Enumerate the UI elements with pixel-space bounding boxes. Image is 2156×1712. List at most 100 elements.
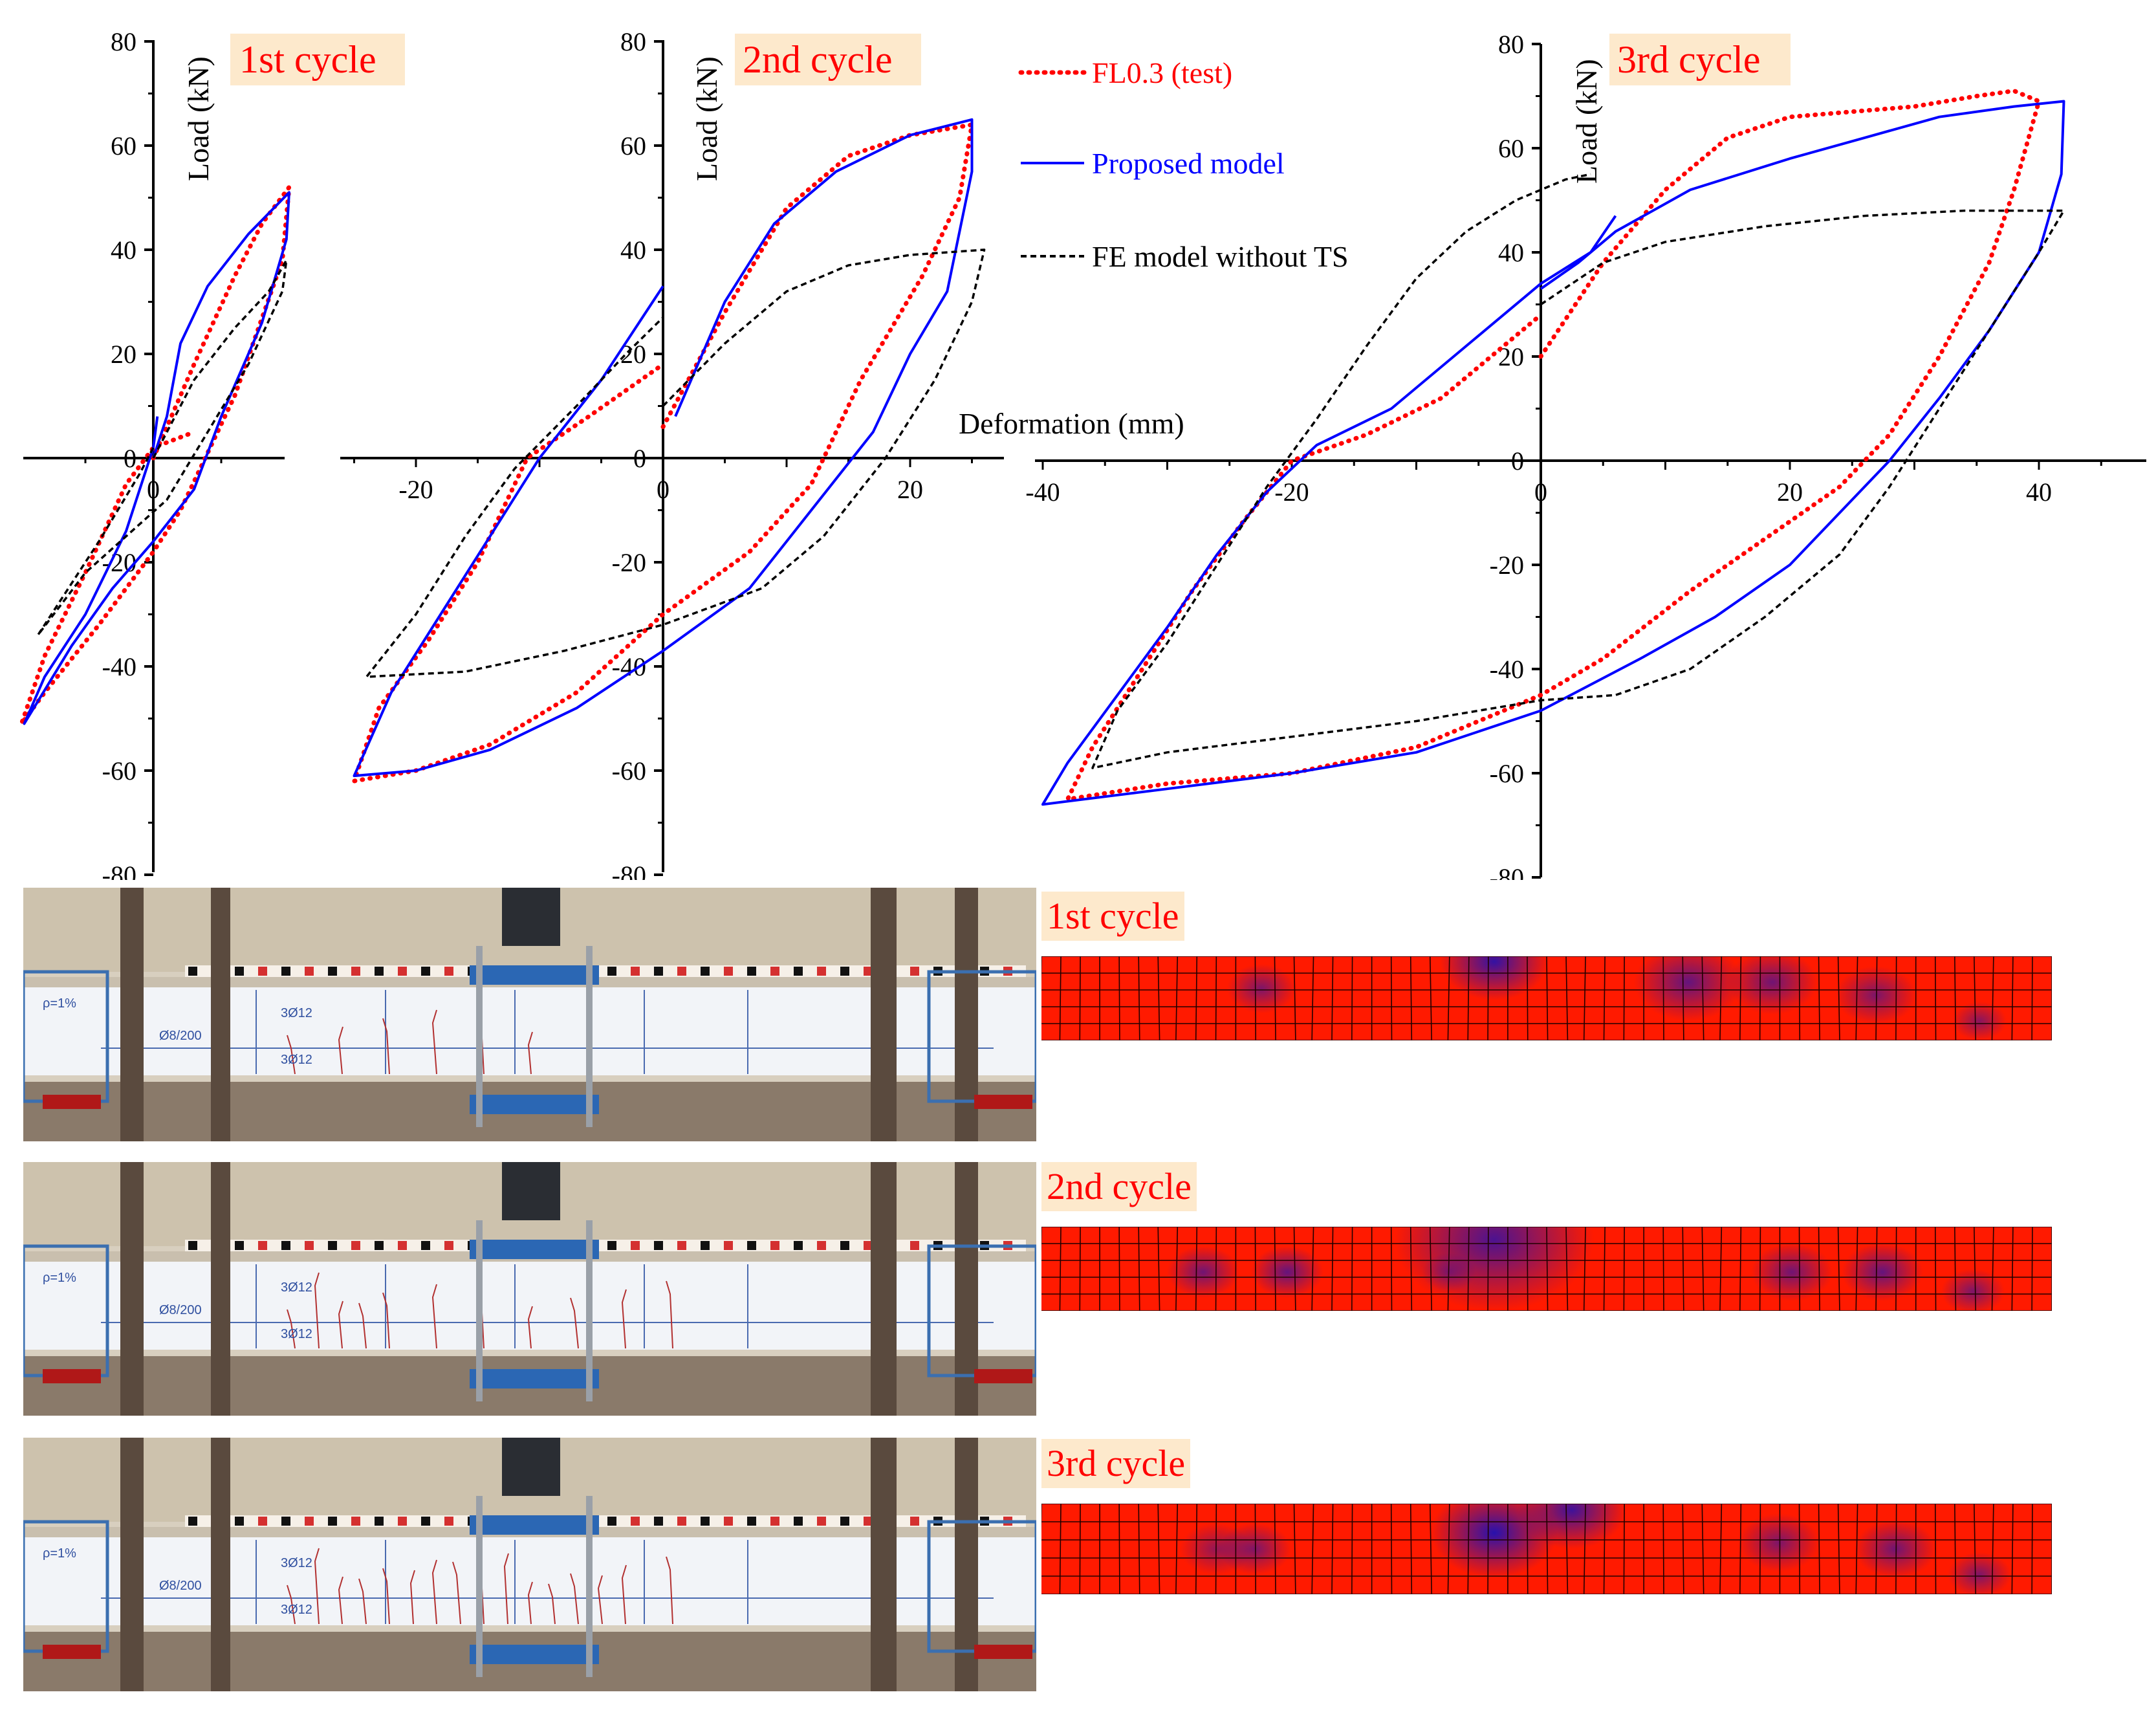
mesh-line bbox=[1934, 1227, 1937, 1311]
y-tick-label: 80 bbox=[111, 27, 136, 56]
mesh-line bbox=[1157, 1227, 1160, 1311]
crack bbox=[452, 1561, 461, 1625]
mesh-line bbox=[1175, 1227, 1179, 1311]
tape-mark bbox=[747, 1241, 756, 1250]
stress-zone bbox=[1226, 964, 1296, 1013]
mesh-line bbox=[2011, 1504, 2014, 1594]
crack bbox=[548, 1583, 556, 1625]
y-tick-label: 40 bbox=[111, 236, 136, 265]
fe-panel-title: 3rd cycle bbox=[1041, 1439, 1191, 1488]
x-tick-label: 20 bbox=[1777, 477, 1803, 507]
y-tick-label: 20 bbox=[111, 340, 136, 369]
mesh-line bbox=[1215, 1227, 1217, 1311]
tape-mark bbox=[864, 1241, 873, 1250]
mesh-line bbox=[1837, 956, 1840, 1040]
mesh-line bbox=[1701, 1504, 1704, 1594]
crack bbox=[666, 1280, 673, 1349]
mesh-line bbox=[1875, 1227, 1878, 1311]
series-line-fe bbox=[1091, 173, 2065, 769]
test-photo-1st-cycle: ρ=1% Ø8/200 3Ø12 3Ø12 bbox=[23, 888, 1036, 1141]
mesh-line bbox=[1293, 956, 1296, 1040]
tape-mark bbox=[631, 1517, 640, 1526]
mesh-line bbox=[1818, 1227, 1820, 1311]
mesh-line bbox=[1118, 1227, 1120, 1311]
tape-mark bbox=[305, 1241, 314, 1250]
mesh-line bbox=[1682, 1504, 1684, 1594]
mesh-line bbox=[1429, 1504, 1432, 1594]
chart-title: 1st cycle bbox=[239, 38, 376, 81]
mesh-line bbox=[1215, 956, 1217, 1040]
mesh-line bbox=[1527, 956, 1529, 1040]
tape-mark bbox=[817, 967, 826, 976]
load-plate-top bbox=[470, 1240, 599, 1259]
tape-mark bbox=[770, 967, 779, 976]
tape-mark bbox=[817, 1517, 826, 1526]
tape-mark bbox=[351, 1241, 360, 1250]
red-clamp bbox=[974, 1645, 1032, 1659]
y-tick-label: 80 bbox=[620, 27, 646, 56]
y-tick-label: -80 bbox=[612, 861, 646, 880]
mesh-line bbox=[1719, 1504, 1723, 1594]
y-tick-label: 60 bbox=[1498, 134, 1524, 163]
stress-zone bbox=[1251, 1246, 1323, 1298]
tape-mark bbox=[817, 1241, 826, 1250]
mesh-line bbox=[1390, 1227, 1393, 1311]
mesh-line bbox=[1818, 1504, 1820, 1594]
mesh-line bbox=[1565, 1504, 1569, 1594]
mesh-line bbox=[1059, 1227, 1062, 1311]
crack bbox=[527, 1031, 533, 1075]
mesh-line bbox=[1447, 1504, 1450, 1594]
y-tick-label: -80 bbox=[102, 861, 136, 880]
tape-mark bbox=[444, 967, 453, 976]
mesh-line bbox=[1527, 1227, 1529, 1311]
crack bbox=[431, 1009, 437, 1075]
tape-mark bbox=[677, 1517, 686, 1526]
loading-jack bbox=[502, 888, 560, 946]
y-tick-label: -60 bbox=[102, 756, 136, 785]
chart-2nd-cycle: 2nd cycle Load (kN) -80-60-40-2002040608… bbox=[340, 27, 1004, 880]
tape-mark bbox=[747, 1517, 756, 1526]
mesh-line bbox=[1274, 956, 1276, 1040]
mesh-line bbox=[1974, 1227, 1977, 1311]
mesh-line bbox=[1662, 1227, 1664, 1311]
series-line-test bbox=[1065, 88, 2042, 802]
measuring-tape bbox=[185, 1240, 1026, 1251]
stress-zone bbox=[1440, 956, 1549, 1000]
tape-mark bbox=[770, 1241, 779, 1250]
tape-mark bbox=[444, 1517, 453, 1526]
tape-mark bbox=[375, 1517, 384, 1526]
tape-mark bbox=[305, 967, 314, 976]
mesh-line bbox=[1293, 1227, 1296, 1311]
fe-contour-mesh bbox=[1041, 1504, 2052, 1594]
mesh-line bbox=[1254, 1504, 1257, 1594]
tape-mark bbox=[654, 1517, 663, 1526]
test-rig-illustration: ρ=1% Ø8/200 3Ø12 3Ø12 bbox=[23, 888, 1036, 1141]
steel-column bbox=[871, 888, 897, 1141]
y-tick-label: -40 bbox=[1490, 655, 1524, 684]
beam-label: 3Ø12 bbox=[281, 1603, 312, 1617]
mesh-line bbox=[1739, 1504, 1742, 1594]
mesh-line bbox=[1759, 956, 1761, 1040]
tape-mark bbox=[375, 1241, 384, 1250]
fe-contour-mesh bbox=[1041, 956, 2052, 1040]
mesh-line bbox=[1447, 956, 1450, 1040]
mesh-line bbox=[1818, 956, 1820, 1040]
load-plate-bottom bbox=[470, 1369, 599, 1388]
tape-mark bbox=[235, 1241, 244, 1250]
series-line-model bbox=[23, 191, 290, 725]
chart-title: 2nd cycle bbox=[743, 38, 893, 81]
mesh-line bbox=[1195, 1227, 1198, 1311]
tape-mark bbox=[444, 1241, 453, 1250]
steel-column bbox=[211, 1438, 230, 1691]
chart-3rd-cycle: 3rd cycle Load (kN) Deformation (mm) -80… bbox=[959, 30, 2146, 880]
mesh-line bbox=[1311, 1504, 1314, 1594]
crack bbox=[621, 1564, 627, 1625]
mesh-line bbox=[1118, 956, 1120, 1040]
stress-zone bbox=[1952, 1002, 2007, 1040]
beam-label: Ø8/200 bbox=[159, 1029, 202, 1043]
y-tick-label: 80 bbox=[1498, 30, 1524, 59]
tape-mark bbox=[328, 1517, 337, 1526]
test-rig-illustration: ρ=1% Ø8/200 3Ø12 3Ø12 bbox=[23, 1162, 1036, 1416]
steel-column bbox=[211, 1162, 230, 1416]
loading-jack bbox=[502, 1162, 560, 1220]
